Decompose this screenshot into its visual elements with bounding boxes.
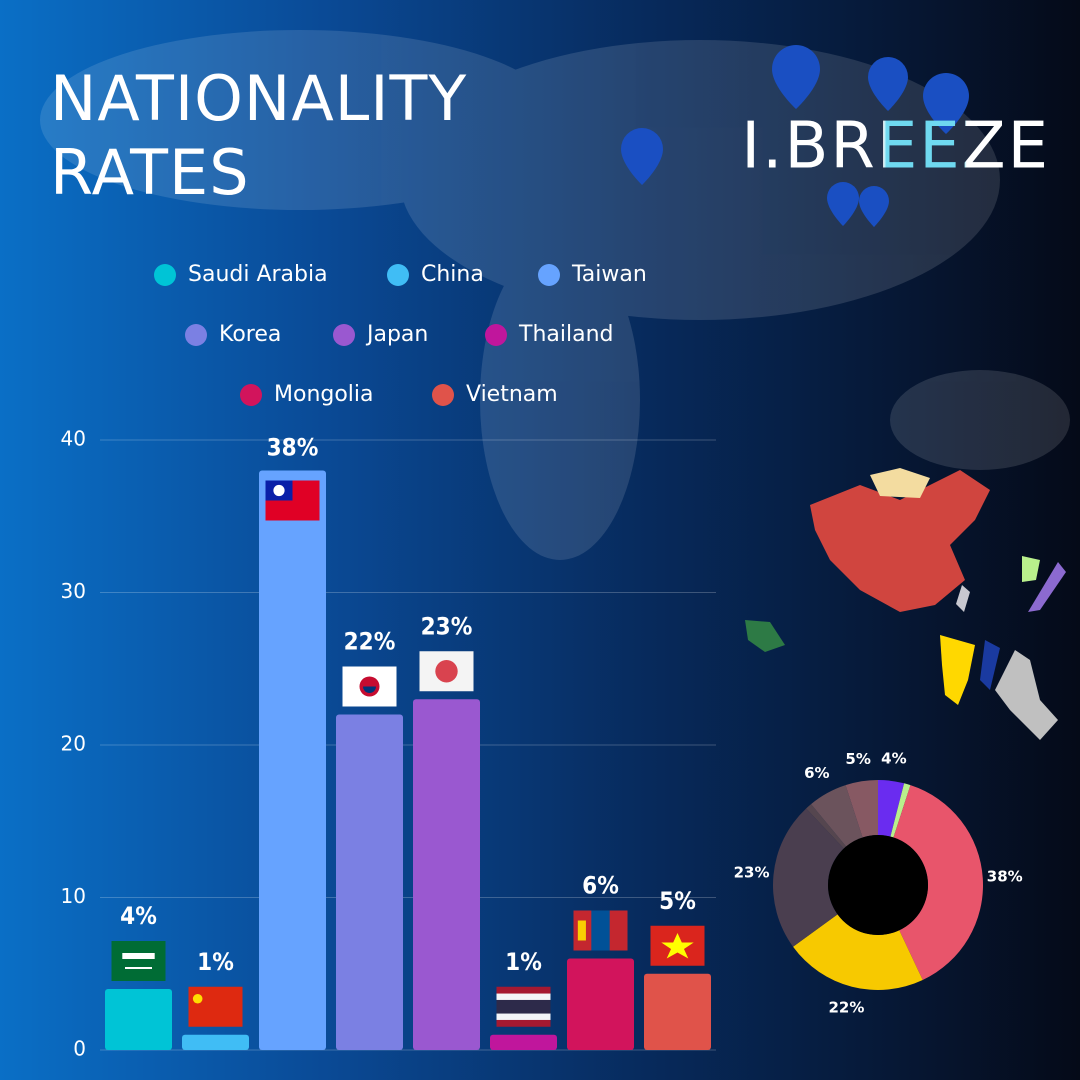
- bar: [490, 1034, 557, 1050]
- chart-title: NATIONALITY RATES: [50, 62, 468, 209]
- flag-part: [496, 999, 551, 1014]
- flag-part: [363, 686, 376, 693]
- donut-slice: [806, 804, 847, 849]
- donut-slice: [893, 785, 984, 981]
- flag: [111, 941, 166, 981]
- value-label: 1%: [197, 948, 234, 976]
- donut-hole: [828, 835, 928, 935]
- bar: [413, 699, 480, 1050]
- legend-swatch: [154, 264, 176, 286]
- bar: [105, 989, 172, 1050]
- asia-map: [745, 468, 1066, 740]
- legend-swatch: [538, 264, 560, 286]
- legend-label: China: [421, 262, 484, 287]
- legend-swatch: [333, 324, 355, 346]
- donut-label: 6%: [804, 764, 829, 782]
- flag-part: [122, 953, 155, 959]
- bar: [336, 714, 403, 1050]
- legend-label: Korea: [219, 322, 281, 347]
- flag: [265, 480, 320, 521]
- donut-label: 38%: [987, 868, 1023, 886]
- donut-slice: [845, 780, 878, 838]
- bar: [644, 973, 711, 1050]
- donut-slice: [811, 785, 863, 847]
- donut-label: 4%: [881, 750, 906, 768]
- bar: [182, 1034, 249, 1050]
- bar: [567, 958, 634, 1050]
- donut-label: 5%: [845, 750, 870, 768]
- flag-part: [125, 967, 152, 969]
- value-label: 6%: [582, 872, 619, 900]
- legend-swatch: [185, 324, 207, 346]
- value-label: 38%: [267, 434, 319, 462]
- y-tick-label: 10: [61, 884, 86, 908]
- donut-slice: [878, 780, 905, 837]
- donut-label: 22%: [828, 999, 864, 1017]
- legend-label: Vietnam: [466, 382, 558, 407]
- y-tick-label: 20: [61, 732, 86, 756]
- legend-label: Taiwan: [571, 262, 647, 287]
- flag: [419, 651, 474, 692]
- legend-swatch: [240, 384, 262, 406]
- y-tick-label: 40: [61, 427, 86, 451]
- value-label: 5%: [659, 887, 696, 915]
- legend-label: Japan: [365, 322, 428, 347]
- flag-part: [591, 910, 610, 951]
- brand-logo: I.BREEZE: [741, 110, 1050, 184]
- flag: [496, 986, 551, 1027]
- flag-part: [192, 993, 203, 1004]
- flag: [342, 666, 397, 707]
- map-pins: [621, 45, 969, 227]
- flag-part: [661, 932, 694, 959]
- flag-part: [111, 941, 166, 981]
- flag-part: [577, 920, 586, 941]
- legend-swatch: [432, 384, 454, 406]
- flag-part: [188, 986, 243, 1027]
- y-tick-label: 0: [73, 1037, 86, 1061]
- value-label: 22%: [344, 628, 396, 656]
- map-decor: [40, 30, 1070, 560]
- value-label: 23%: [421, 612, 473, 640]
- legend-swatch: [387, 264, 409, 286]
- legend-swatch: [485, 324, 507, 346]
- flag: [188, 986, 243, 1027]
- bar: [259, 470, 326, 1050]
- donut-slice: [772, 808, 844, 947]
- flag: [650, 925, 705, 966]
- legend-label: Saudi Arabia: [188, 262, 328, 287]
- flag-part: [273, 484, 285, 497]
- value-label: 4%: [120, 902, 157, 930]
- legend-label: Thailand: [518, 322, 613, 347]
- flag-part: [435, 660, 458, 683]
- y-tick-label: 30: [61, 579, 86, 603]
- value-label: 1%: [505, 948, 542, 976]
- legend-label: Mongolia: [274, 382, 374, 407]
- flag: [573, 910, 628, 951]
- donut-slice: [890, 783, 911, 838]
- donut-label: 23%: [734, 864, 770, 882]
- donut-slice: [793, 914, 923, 991]
